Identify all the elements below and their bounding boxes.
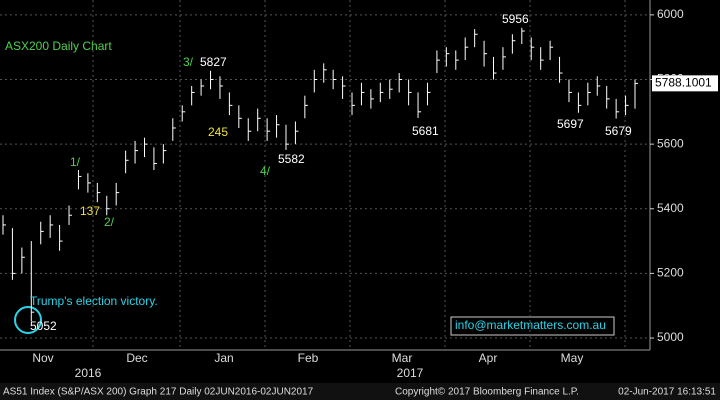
election-circle [14,306,42,334]
year-label: 2017 [397,366,424,380]
y-tick-label: 6000 [657,7,684,21]
annotation: 1/ [70,155,81,169]
annotation: 3/ [183,55,194,69]
x-tick-label: Nov [32,351,53,365]
annotation: 5697 [557,117,584,131]
x-tick-label: Apr [479,351,498,365]
year-label: 2016 [75,366,102,380]
watermark-box [450,316,615,336]
x-tick-label: May [561,351,584,365]
footer-left: AS51 Index (S&P/ASX 200) Graph 217 Daily… [3,387,314,398]
last-price-box [652,75,718,92]
annotation: 5681 [412,124,439,138]
x-tick-label: Mar [392,351,413,365]
chart-title: ASX200 Daily Chart [5,39,112,53]
y-tick-label: 5000 [657,330,684,344]
annotation: Trump's election victory. [30,294,158,308]
footer-date: 02-Jun-2017 16:13:51 [618,387,716,398]
annotation: 5052 [30,319,57,333]
footer-copyright: Copyright© 2017 Bloomberg Finance L.P. [395,387,579,398]
y-tick-label: 5200 [657,266,684,280]
annotation: 245 [208,125,228,139]
annotation: 4/ [260,164,271,178]
y-tick-label: 5400 [657,201,684,215]
x-tick-label: Feb [298,351,319,365]
annotation: 137 [80,204,100,218]
x-tick-label: Dec [126,351,147,365]
annotation: 5582 [278,152,305,166]
annotation: 5827 [200,55,227,69]
last-price-label: 5788.1001 [655,76,712,90]
footer-bar [0,383,720,400]
x-tick-label: Jan [214,351,233,365]
annotation: 5679 [605,124,632,138]
annotation: 2/ [104,215,115,229]
y-tick-label: 5600 [657,136,684,150]
annotation: 5956 [502,12,529,26]
